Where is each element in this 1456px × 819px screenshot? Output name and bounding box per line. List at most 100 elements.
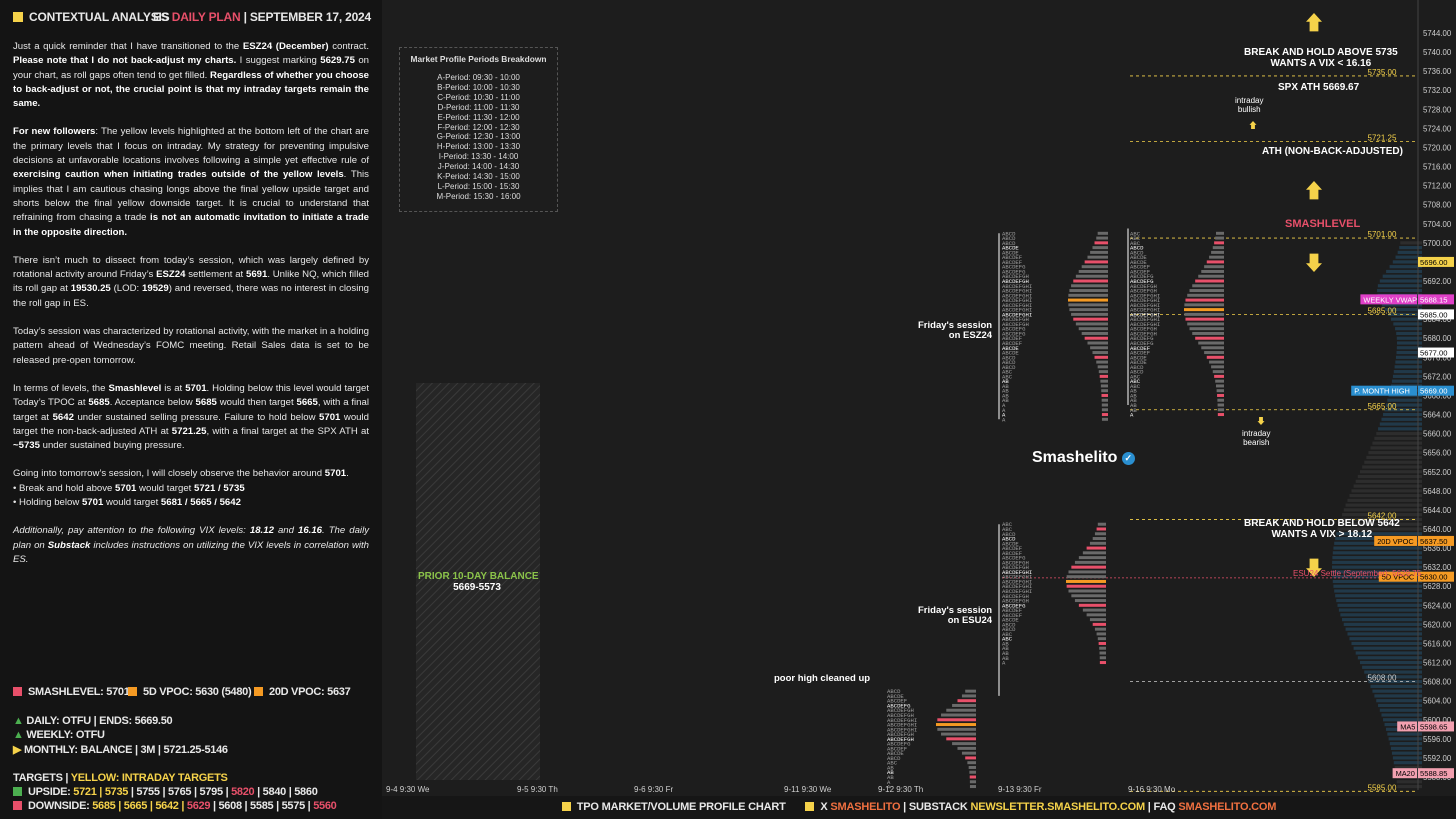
esu-friday-letters: AB bbox=[1002, 645, 1009, 652]
volume-bar bbox=[1384, 408, 1422, 412]
arrow-down-icon bbox=[1306, 253, 1322, 272]
esu-thursday-volume-bar bbox=[969, 775, 976, 779]
esz-friday-volume-bar bbox=[1101, 417, 1108, 421]
esu-thursday-volume-bar bbox=[952, 703, 976, 707]
esu-thursday-volume-bar bbox=[946, 708, 976, 712]
esz-friday-letters: ABCDEFGH bbox=[1002, 316, 1029, 323]
esz-friday-letters: ABCD bbox=[1002, 359, 1016, 366]
esz-today-letters: ABC bbox=[1130, 240, 1141, 247]
esz-today-letters: ABC bbox=[1130, 383, 1141, 390]
price-tag bbox=[1418, 571, 1454, 582]
friday-esz24-label: Friday's session on ESZ24 bbox=[918, 320, 993, 341]
esu-thursday-letters: ABCDE bbox=[887, 750, 904, 757]
level-name-tag bbox=[1397, 721, 1417, 732]
volume-bar bbox=[1342, 513, 1422, 517]
volume-bar bbox=[1396, 331, 1422, 336]
level-name-label: WEEKLY VWAP bbox=[1363, 295, 1417, 304]
volume-bar bbox=[1332, 575, 1422, 579]
chart-canvas: 5744.00 5740.00 5736.00 5732.00 5728.00 5724.… bbox=[386, 0, 1454, 794]
esz-today-letters: ABC bbox=[1130, 235, 1141, 242]
volume-bar bbox=[1392, 756, 1422, 760]
volume-bar bbox=[1372, 689, 1422, 693]
esu-thursday-letters: AB bbox=[887, 769, 894, 776]
esz-friday-letters: AB bbox=[1002, 383, 1009, 390]
esu-friday-volume-bar bbox=[1098, 641, 1106, 645]
esu-friday-letters: ABC bbox=[1002, 526, 1013, 533]
esz-friday-letters: ABCD bbox=[1002, 354, 1016, 361]
legend-monthly: ▶ MONTHLY: BALANCE | 3M | 5721.25-5146 bbox=[13, 744, 228, 756]
esz-friday-volume-bar bbox=[1073, 317, 1108, 321]
volume-bar bbox=[1377, 288, 1422, 293]
volume-bar bbox=[1374, 694, 1422, 698]
esz-today-letters: ABC bbox=[1130, 378, 1141, 385]
esu-thursday-volume-bar bbox=[969, 780, 976, 784]
volume-bar bbox=[1388, 737, 1422, 741]
y-tick-label: 5604.00 bbox=[1423, 697, 1452, 706]
esz-friday-letters: ABCD bbox=[1002, 364, 1016, 371]
volume-bar bbox=[1362, 665, 1422, 669]
volume-bar bbox=[1332, 551, 1422, 555]
volume-bar bbox=[1391, 751, 1422, 755]
y-tick-label: 5592.00 bbox=[1423, 754, 1452, 763]
level-label: 5685.00 bbox=[1368, 306, 1397, 315]
esu-friday-letters: A bbox=[1002, 660, 1006, 667]
esz-today-volume-bar bbox=[1184, 312, 1224, 316]
volume-bar bbox=[1396, 341, 1422, 345]
esz-friday-volume-bar bbox=[1075, 322, 1108, 326]
esu-thursday-letters: ABCDEF bbox=[887, 745, 907, 752]
period-row: I-Period: 13:30 - 14:00 bbox=[438, 152, 519, 162]
esz-friday-volume-bar bbox=[1101, 413, 1108, 417]
ath-label: ATH (NON-BACK-ADJUSTED) bbox=[1262, 146, 1403, 157]
paragraph: Today’s session was characterized by rot… bbox=[13, 326, 369, 366]
esz-today-volume-bar bbox=[1201, 269, 1224, 273]
esu-thursday-letters: ABCDEFG bbox=[887, 702, 911, 709]
volume-bar bbox=[1376, 432, 1422, 436]
period-row: M-Period: 15:30 - 16:00 bbox=[436, 191, 521, 201]
price-tag-label: 5630.00 bbox=[1420, 573, 1447, 582]
esz-today-volume-bar bbox=[1192, 284, 1224, 288]
esu-friday-volume-bar bbox=[1074, 560, 1106, 564]
esu-friday-volume-bar bbox=[1094, 627, 1106, 631]
period-row: J-Period: 14:00 - 14:30 bbox=[437, 162, 520, 172]
esu-thursday-letters: A bbox=[887, 779, 891, 786]
volume-bar bbox=[1333, 546, 1422, 550]
esz-today-letters: ABCDEFGH bbox=[1130, 330, 1157, 337]
esu-friday-letters: ABCDEFGH bbox=[1002, 559, 1029, 566]
esz-friday-letters: ABCDE bbox=[1002, 249, 1019, 256]
esz-today-volume-bar bbox=[1192, 331, 1224, 335]
esz-today-letters: ABCDEFGHI bbox=[1130, 321, 1160, 328]
x-link[interactable]: SMASHELITO bbox=[830, 801, 901, 813]
legend-20d-vpoc: 20D VPOC: 5637 bbox=[254, 686, 351, 698]
esz-today-letters: ABCDEFGHI bbox=[1130, 302, 1160, 309]
esz-friday-letters: ABCDEFGHI bbox=[1002, 311, 1032, 318]
esz-today-volume-bar bbox=[1189, 327, 1224, 331]
price-tag bbox=[1418, 347, 1454, 358]
esz-today-volume-bar bbox=[1217, 398, 1224, 402]
arrow-up-small-icon bbox=[1249, 121, 1257, 130]
volume-bar bbox=[1386, 269, 1422, 274]
esz-friday-volume-bar bbox=[1096, 236, 1108, 240]
esz-friday-letters: ABCDEFGHI bbox=[1002, 292, 1032, 299]
esu-friday-volume-bar bbox=[1066, 584, 1106, 588]
esz-today-letters: AB bbox=[1130, 392, 1137, 399]
price-tag-label: 5677.00 bbox=[1420, 349, 1447, 358]
esz-today-letters: A bbox=[1130, 412, 1134, 419]
period-row: A-Period: 09:30 - 10:00 bbox=[437, 73, 520, 82]
esu-friday-letters: ABC bbox=[1002, 521, 1013, 528]
esu-friday-volume-bar bbox=[1068, 570, 1106, 574]
esu-friday-letters: ABCDEF bbox=[1002, 550, 1022, 557]
volume-bar bbox=[1345, 627, 1422, 631]
newsletter-link[interactable]: NEWSLETTER.SMASHELITO.COM bbox=[970, 801, 1145, 813]
price-tag bbox=[1418, 535, 1454, 546]
settle-label: ESU24 Settle (September): 5629.75 bbox=[1293, 569, 1422, 578]
volume-bar bbox=[1335, 594, 1422, 598]
x-tick-label: 9-13 9:30 Fr bbox=[998, 785, 1042, 794]
esz-today-volume-bar bbox=[1187, 322, 1224, 326]
esu-friday-volume-bar bbox=[1092, 622, 1106, 626]
y-tick-label: 5676.00 bbox=[1423, 353, 1452, 362]
volume-bar bbox=[1393, 322, 1422, 326]
esz-today-letters: AB bbox=[1130, 402, 1137, 409]
faq-link[interactable]: SMASHELITO.COM bbox=[1178, 801, 1277, 813]
volume-bar bbox=[1390, 317, 1422, 321]
esz-today-letters: AB bbox=[1130, 407, 1137, 414]
